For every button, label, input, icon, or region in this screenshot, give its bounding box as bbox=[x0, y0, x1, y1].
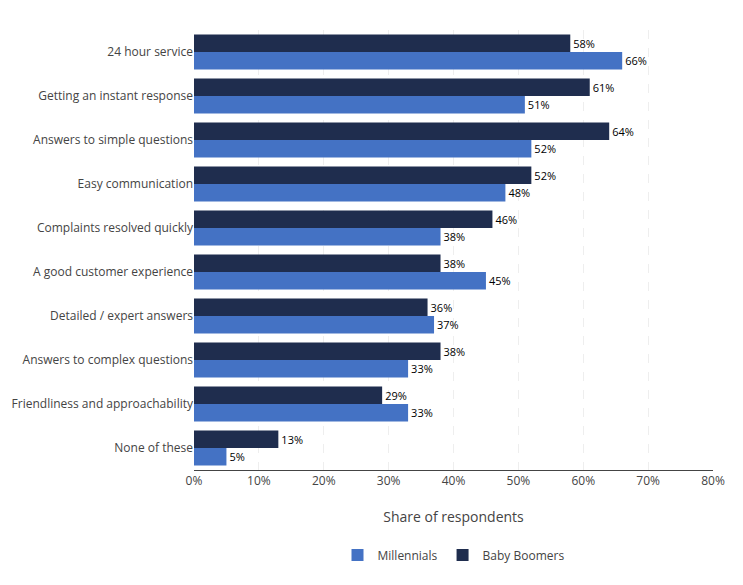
svg-text:None of these: None of these bbox=[114, 439, 193, 456]
svg-text:A good customer experience: A good customer experience bbox=[33, 263, 193, 280]
svg-text:60%: 60% bbox=[571, 472, 595, 489]
svg-text:80%: 80% bbox=[701, 472, 725, 489]
svg-text:29%: 29% bbox=[385, 388, 407, 403]
svg-text:0%: 0% bbox=[186, 472, 203, 489]
svg-text:38%: 38% bbox=[444, 344, 466, 359]
svg-text:66%: 66% bbox=[625, 53, 647, 68]
svg-text:Answers to simple questions: Answers to simple questions bbox=[33, 131, 193, 148]
svg-text:5%: 5% bbox=[229, 449, 244, 464]
svg-text:Getting an instant response: Getting an instant response bbox=[38, 87, 193, 104]
svg-text:Complaints resolved quickly: Complaints resolved quickly bbox=[37, 219, 194, 236]
svg-text:Millennials: Millennials bbox=[378, 547, 438, 564]
svg-text:Answers to complex questions: Answers to complex questions bbox=[23, 351, 194, 368]
svg-text:30%: 30% bbox=[377, 472, 401, 489]
svg-text:45%: 45% bbox=[489, 273, 511, 288]
svg-text:Detailed / expert answers: Detailed / expert answers bbox=[50, 307, 193, 324]
svg-text:13%: 13% bbox=[281, 432, 303, 447]
svg-text:52%: 52% bbox=[534, 168, 556, 183]
svg-text:46%: 46% bbox=[495, 212, 517, 227]
svg-text:Baby Boomers: Baby Boomers bbox=[483, 547, 565, 564]
svg-text:50%: 50% bbox=[507, 472, 531, 489]
svg-text:24 hour service: 24 hour service bbox=[107, 43, 193, 60]
svg-text:36%: 36% bbox=[431, 300, 453, 315]
svg-text:10%: 10% bbox=[247, 472, 271, 489]
svg-text:Share of respondents: Share of respondents bbox=[383, 507, 524, 526]
svg-text:48%: 48% bbox=[508, 185, 530, 200]
svg-text:Friendliness and approachabili: Friendliness and approachability bbox=[12, 395, 194, 412]
svg-text:20%: 20% bbox=[312, 472, 336, 489]
svg-text:Easy communication: Easy communication bbox=[78, 175, 193, 192]
svg-text:61%: 61% bbox=[593, 80, 615, 95]
svg-text:58%: 58% bbox=[573, 36, 595, 51]
svg-text:64%: 64% bbox=[612, 124, 634, 139]
svg-text:38%: 38% bbox=[444, 229, 466, 244]
svg-text:33%: 33% bbox=[411, 405, 433, 420]
svg-text:33%: 33% bbox=[411, 361, 433, 376]
svg-text:40%: 40% bbox=[442, 472, 466, 489]
svg-text:52%: 52% bbox=[534, 141, 556, 156]
svg-text:38%: 38% bbox=[444, 256, 466, 271]
svg-text:37%: 37% bbox=[437, 317, 459, 332]
svg-text:51%: 51% bbox=[528, 97, 550, 112]
svg-text:70%: 70% bbox=[636, 472, 660, 489]
